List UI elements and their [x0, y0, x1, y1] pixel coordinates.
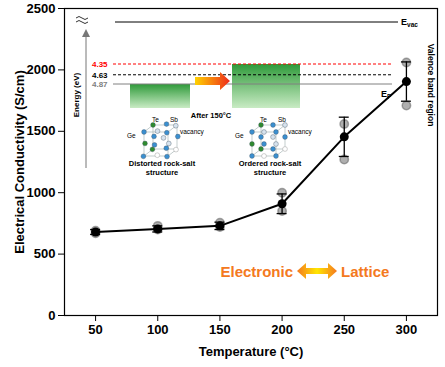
svg-text:Ge: Ge — [127, 132, 136, 139]
svg-text:50: 50 — [88, 322, 102, 337]
svg-text:Lattice: Lattice — [341, 263, 389, 280]
svg-text:100: 100 — [147, 322, 169, 337]
svg-text:0: 0 — [48, 308, 55, 323]
svg-text:1000: 1000 — [27, 185, 56, 200]
svg-text:Energy (eV): Energy (eV) — [72, 72, 81, 117]
svg-text:Temperature (°C): Temperature (°C) — [199, 344, 304, 359]
svg-text:vacancy: vacancy — [180, 128, 205, 136]
svg-text:Evac: Evac — [401, 17, 418, 28]
svg-text:4.35: 4.35 — [92, 60, 108, 69]
svg-text:Sb: Sb — [170, 116, 178, 123]
svg-text:300: 300 — [396, 322, 418, 337]
svg-text:Te: Te — [152, 116, 159, 123]
svg-text:2500: 2500 — [27, 1, 56, 16]
svg-text:4.87: 4.87 — [92, 80, 108, 89]
svg-text:1500: 1500 — [27, 123, 56, 138]
svg-text:Electronic: Electronic — [220, 263, 293, 280]
svg-text:EF: EF — [381, 89, 391, 100]
svg-text:Electrical Conductivity (S/cm): Electrical Conductivity (S/cm) — [12, 70, 27, 254]
svg-text:Valence band region: Valence band region — [426, 44, 436, 127]
svg-text:200: 200 — [271, 322, 293, 337]
svg-text:Ge: Ge — [235, 132, 244, 139]
svg-text:Sb: Sb — [278, 116, 286, 123]
svg-text:500: 500 — [34, 246, 56, 261]
svg-text:150: 150 — [209, 322, 231, 337]
svg-text:After 150°C: After 150°C — [191, 111, 232, 120]
svg-text:Distorted rock-saltstructure: Distorted rock-saltstructure — [129, 159, 196, 177]
svg-text:Ordered rock-saltstructure: Ordered rock-saltstructure — [239, 159, 302, 177]
svg-text:250: 250 — [333, 322, 355, 337]
svg-text:2000: 2000 — [27, 62, 56, 77]
svg-text:4.63: 4.63 — [92, 71, 108, 80]
svg-text:vacancy: vacancy — [288, 128, 313, 136]
svg-text:Te: Te — [260, 116, 267, 123]
